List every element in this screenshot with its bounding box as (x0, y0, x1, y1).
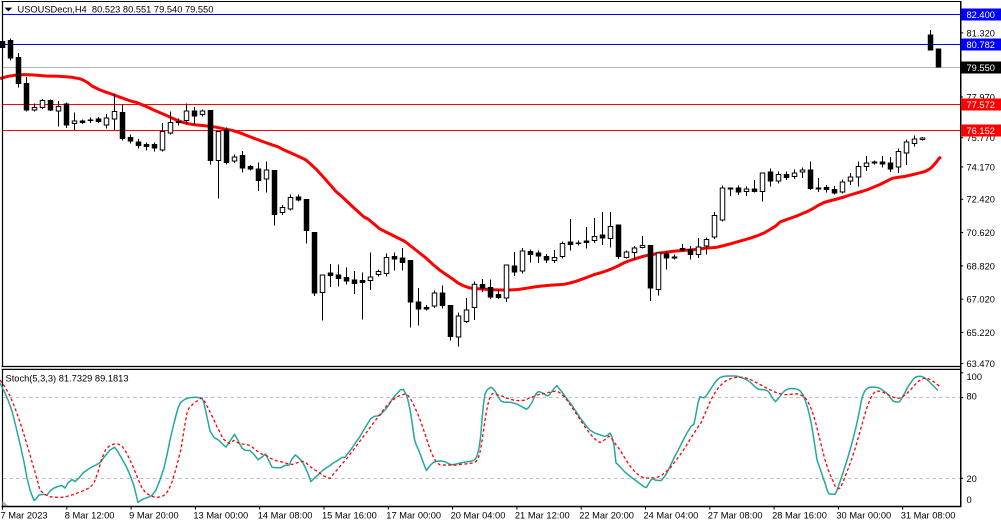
svg-text:24 Mar 04:00: 24 Mar 04:00 (644, 511, 699, 521)
svg-text:75.770: 75.770 (967, 133, 995, 143)
svg-text:82.400: 82.400 (967, 10, 995, 20)
svg-text:80.782: 80.782 (967, 40, 995, 50)
svg-text:USOUSDecn,H4 80.523 80.551 79: USOUSDecn,H4 80.523 80.551 79.540 79.550 (18, 4, 214, 14)
svg-text:77.970: 77.970 (967, 92, 995, 102)
svg-text:80: 80 (967, 392, 977, 402)
svg-text:17 Mar 00:00: 17 Mar 00:00 (386, 511, 441, 521)
svg-text:Stoch(5,3,3) 81.7329 89.1813: Stoch(5,3,3) 81.7329 89.1813 (6, 373, 129, 383)
svg-text:76.152: 76.152 (967, 126, 995, 136)
svg-text:74.170: 74.170 (967, 162, 995, 172)
svg-text:77.572: 77.572 (967, 100, 995, 110)
svg-text:15 Mar 16:00: 15 Mar 16:00 (322, 511, 377, 521)
svg-text:70.620: 70.620 (967, 228, 995, 238)
svg-text:21 Mar 12:00: 21 Mar 12:00 (515, 511, 570, 521)
svg-text:28 Mar 16:00: 28 Mar 16:00 (772, 511, 827, 521)
svg-text:72.420: 72.420 (967, 195, 995, 205)
svg-text:20: 20 (967, 474, 977, 484)
svg-text:0: 0 (967, 495, 972, 505)
svg-text:14 Mar 08:00: 14 Mar 08:00 (258, 511, 313, 521)
svg-text:22 Mar 20:00: 22 Mar 20:00 (579, 511, 634, 521)
svg-text:9 Mar 20:00: 9 Mar 20:00 (129, 511, 179, 521)
svg-text:30 Mar 00:00: 30 Mar 00:00 (836, 511, 891, 521)
svg-text:7 Mar 2023: 7 Mar 2023 (1, 511, 48, 521)
svg-text:68.820: 68.820 (967, 261, 995, 271)
svg-text:79.550: 79.550 (967, 63, 995, 73)
svg-text:20 Mar 04:00: 20 Mar 04:00 (451, 511, 506, 521)
svg-text:100: 100 (967, 372, 983, 382)
svg-text:81.320: 81.320 (967, 28, 995, 38)
svg-text:27 Mar 08:00: 27 Mar 08:00 (708, 511, 763, 521)
svg-text:65.220: 65.220 (967, 328, 995, 338)
svg-text:67.020: 67.020 (967, 295, 995, 305)
svg-text:31 Mar 08:00: 31 Mar 08:00 (901, 511, 956, 521)
svg-text:63.470: 63.470 (967, 359, 995, 369)
svg-text:13 Mar 00:00: 13 Mar 00:00 (193, 511, 248, 521)
svg-text:8 Mar 12:00: 8 Mar 12:00 (65, 511, 115, 521)
